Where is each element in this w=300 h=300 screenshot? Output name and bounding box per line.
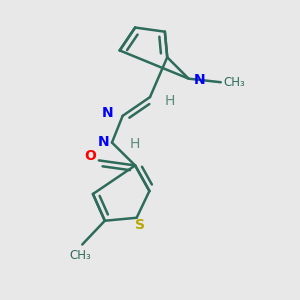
Text: CH₃: CH₃	[70, 249, 92, 262]
Text: N: N	[194, 74, 205, 88]
Text: N: N	[98, 135, 109, 149]
Text: N: N	[101, 106, 113, 120]
Text: O: O	[84, 148, 96, 163]
Text: CH₃: CH₃	[224, 76, 245, 89]
Text: S: S	[135, 218, 145, 232]
Text: H: H	[164, 94, 175, 108]
Text: H: H	[129, 137, 140, 151]
